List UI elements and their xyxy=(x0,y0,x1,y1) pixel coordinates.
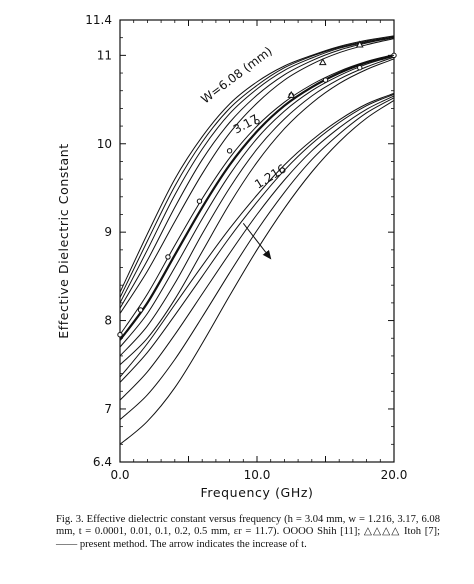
chart: 0.0 10.0 20.0 6.4 7 8 9 10 11 11.4 Frequency (GHz… xyxy=(56,13,407,500)
arrow-increase-t xyxy=(242,223,272,260)
y-axis-title: Effective Dielectric Constant xyxy=(56,143,71,338)
y-tick-label-4: 9 xyxy=(104,225,112,239)
marker-circle-8 xyxy=(322,77,329,83)
series-line-5 xyxy=(120,38,394,314)
y-tick-label-7: 11.4 xyxy=(85,13,112,27)
series-line-13 xyxy=(120,95,394,401)
y-tick-label-1: 6.4 xyxy=(93,455,112,469)
series-line-7 xyxy=(120,54,394,341)
series-line-15 xyxy=(120,99,394,445)
marker-circle-1 xyxy=(117,332,123,338)
series-line-6 xyxy=(120,54,394,335)
series-line-10 xyxy=(120,58,394,366)
x-tick-label-5: 20.0 xyxy=(381,468,408,482)
marker-triangle-3 xyxy=(355,40,364,48)
series-line-2 xyxy=(120,36,394,298)
marker-circle-3 xyxy=(165,254,171,260)
series-line-14 xyxy=(120,97,394,420)
figure-caption: Fig. 3. Effective dielectric constant ve… xyxy=(56,514,440,551)
marker-circle-4 xyxy=(196,198,203,204)
marker-triangle-1 xyxy=(287,90,296,98)
series-line-11 xyxy=(120,92,394,378)
marker-circle-9 xyxy=(357,65,363,71)
series-line-8 xyxy=(120,55,394,348)
marker-circle-5 xyxy=(226,148,233,154)
series-layer xyxy=(120,35,394,445)
marker-triangle-2 xyxy=(318,58,327,66)
y-tick-label-5: 10 xyxy=(97,137,112,151)
y-tick-label-6: 11 xyxy=(97,48,112,62)
y-tick-label-3: 8 xyxy=(104,314,112,328)
x-tick-label-3: 10.0 xyxy=(244,468,271,482)
caption-fig-label: Fig. 3. xyxy=(56,514,84,525)
caption-text: Effective dielectric constant versus fre… xyxy=(56,514,440,550)
series-line-9 xyxy=(120,56,394,357)
series-line-1 xyxy=(120,35,394,293)
series-line-4 xyxy=(120,37,394,309)
marker-layer xyxy=(117,40,397,338)
marker-circle-6 xyxy=(254,118,260,125)
marker-circle-2 xyxy=(137,307,144,313)
y-tick-label-2: 7 xyxy=(104,402,112,416)
annotation-1216: 1.216 xyxy=(252,161,289,191)
series-line-3 xyxy=(120,36,394,304)
x-axis-title: Frequency (GHz) xyxy=(201,485,314,500)
x-tick-label-1: 0.0 xyxy=(110,468,129,482)
series-line-12 xyxy=(120,93,394,383)
tick-layer: 0.0 10.0 20.0 6.4 7 8 9 10 11 11.4 xyxy=(85,13,407,482)
